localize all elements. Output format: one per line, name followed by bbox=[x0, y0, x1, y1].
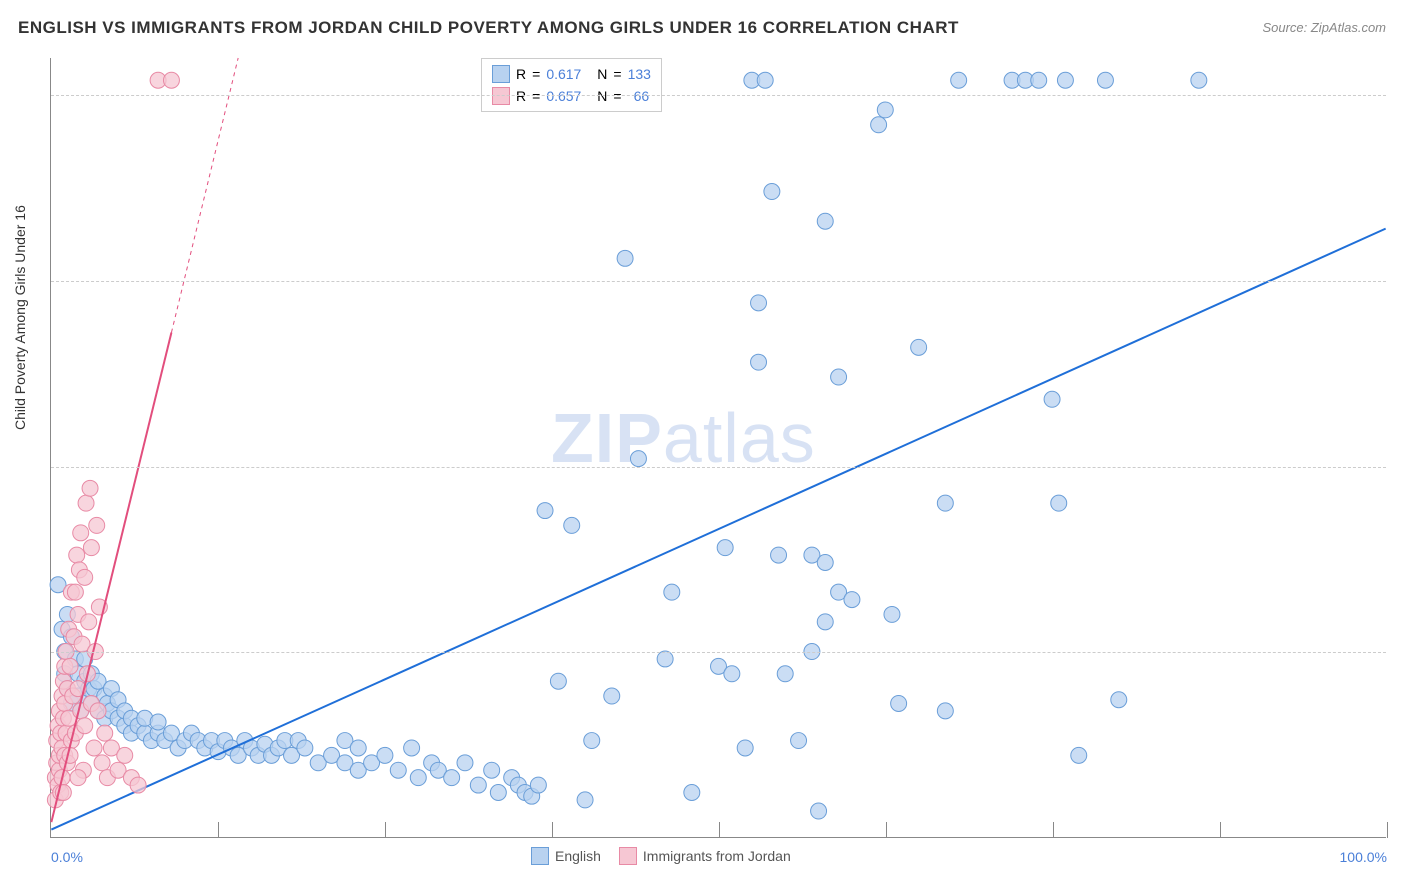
swatch-english bbox=[492, 65, 510, 83]
legend-swatch-english bbox=[531, 847, 549, 865]
legend-swatch-jordan bbox=[619, 847, 637, 865]
chart-container: ENGLISH VS IMMIGRANTS FROM JORDAN CHILD … bbox=[0, 0, 1406, 892]
chart-svg bbox=[51, 58, 1386, 837]
plot-area: ZIPatlas R = 0.617 N = 133 R = 0.657 N = bbox=[50, 58, 1386, 838]
r-value-english: 0.617 bbox=[546, 66, 581, 82]
y-axis-label: Child Poverty Among Girls Under 16 bbox=[12, 205, 28, 430]
legend-item-jordan: Immigrants from Jordan bbox=[619, 847, 791, 865]
legend-item-english: English bbox=[531, 847, 601, 865]
legend-row-english: R = 0.617 N = 133 bbox=[492, 63, 651, 85]
legend-series: English Immigrants from Jordan bbox=[531, 847, 791, 865]
source-label: Source: ZipAtlas.com bbox=[1262, 20, 1386, 35]
legend-correlation: R = 0.617 N = 133 R = 0.657 N = 66 bbox=[481, 58, 662, 112]
n-value-english: 133 bbox=[628, 66, 651, 82]
chart-title: ENGLISH VS IMMIGRANTS FROM JORDAN CHILD … bbox=[18, 18, 959, 38]
